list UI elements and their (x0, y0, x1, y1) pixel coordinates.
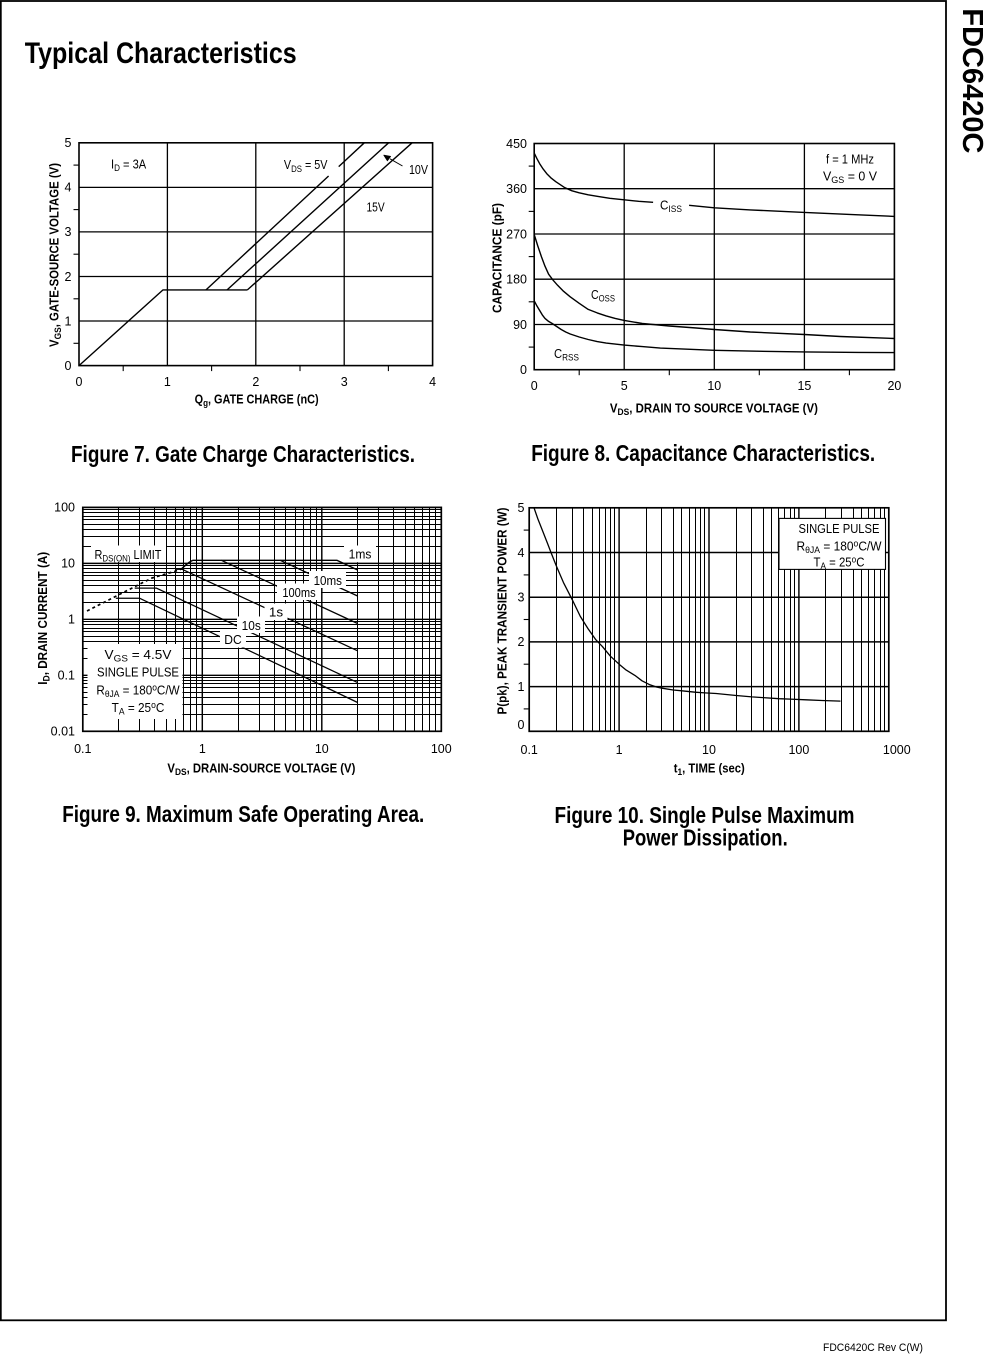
svg-text:1ms: 1ms (349, 547, 372, 562)
svg-text:f = 1 MHz: f = 1 MHz (826, 152, 874, 167)
svg-text:5: 5 (65, 136, 72, 150)
svg-text:CAPACITANCE (pF): CAPACITANCE (pF) (491, 203, 505, 313)
svg-text:SINGLE PULSE: SINGLE PULSE (799, 521, 880, 536)
svg-text:FDC6420C: FDC6420C (956, 8, 986, 153)
svg-text:4: 4 (65, 181, 72, 195)
svg-text:1: 1 (616, 743, 623, 757)
svg-text:2: 2 (518, 635, 525, 649)
svg-text:1000: 1000 (883, 743, 911, 757)
svg-text:2: 2 (65, 270, 72, 284)
svg-text:t1, TIME (sec): t1, TIME (sec) (674, 761, 745, 777)
svg-text:20: 20 (887, 379, 901, 393)
svg-text:0.1: 0.1 (521, 743, 538, 757)
svg-text:0.1: 0.1 (74, 742, 91, 756)
svg-text:15V: 15V (367, 200, 386, 215)
svg-text:RθJA = 180oC/W: RθJA = 180oC/W (797, 539, 883, 556)
svg-text:1: 1 (65, 314, 72, 328)
svg-text:VGS = 0 V: VGS = 0 V (823, 169, 877, 186)
svg-text:5: 5 (518, 501, 525, 515)
svg-text:VDS = 5V: VDS = 5V (284, 157, 328, 174)
svg-text:3: 3 (65, 225, 72, 239)
svg-text:SINGLE PULSE: SINGLE PULSE (97, 665, 179, 680)
svg-text:Figure 7. Gate Charge Characte: Figure 7. Gate Charge Characteristics. (71, 441, 415, 467)
svg-text:ID, DRAIN CURRENT (A): ID, DRAIN CURRENT (A) (36, 552, 52, 685)
svg-text:Qg, GATE CHARGE (nC): Qg, GATE CHARGE (nC) (195, 392, 319, 408)
svg-text:VDS, DRAIN-SOURCE VOLTAGE (V): VDS, DRAIN-SOURCE VOLTAGE (V) (167, 761, 355, 777)
svg-text:0: 0 (518, 718, 525, 732)
svg-text:10V: 10V (409, 162, 428, 177)
svg-text:2: 2 (252, 375, 259, 389)
svg-text:1: 1 (199, 742, 206, 756)
svg-text:DC: DC (224, 632, 241, 647)
svg-text:Figure 9. Maximum Safe Operati: Figure 9. Maximum Safe Operating Area. (62, 801, 424, 827)
svg-text:Figure 10. Single Pulse Maximu: Figure 10. Single Pulse Maximum (555, 802, 855, 828)
svg-text:VDS, DRAIN TO SOURCE VOLTAGE (: VDS, DRAIN TO SOURCE VOLTAGE (V) (610, 402, 818, 418)
svg-text:1s: 1s (269, 605, 283, 620)
svg-text:Power Dissipation.: Power Dissipation. (623, 825, 788, 851)
svg-text:90: 90 (513, 318, 527, 332)
svg-text:360: 360 (506, 182, 527, 196)
svg-text:10: 10 (707, 379, 721, 393)
svg-text:0: 0 (65, 359, 72, 373)
svg-text:0: 0 (520, 363, 527, 377)
svg-text:100: 100 (54, 501, 75, 515)
svg-text:5: 5 (621, 379, 628, 393)
svg-text:0.1: 0.1 (58, 669, 75, 683)
svg-text:Figure 8. Capacitance Characte: Figure 8. Capacitance Characteristics. (531, 440, 875, 466)
svg-text:3: 3 (341, 375, 348, 389)
svg-text:VGS, GATE-SOURCE VOLTAGE (V): VGS, GATE-SOURCE VOLTAGE (V) (48, 163, 64, 347)
svg-text:180: 180 (506, 273, 527, 287)
svg-text:P(pk), PEAK TRANSIENT POWER (W: P(pk), PEAK TRANSIENT POWER (W) (495, 508, 509, 715)
svg-text:450: 450 (506, 137, 527, 151)
svg-text:1: 1 (68, 613, 75, 627)
svg-text:FDC6420C Rev C(W): FDC6420C Rev C(W) (823, 1342, 923, 1354)
svg-text:10: 10 (702, 743, 716, 757)
svg-text:100ms: 100ms (282, 585, 315, 600)
svg-text:270: 270 (506, 227, 527, 241)
svg-text:4: 4 (518, 546, 525, 560)
svg-text:10ms: 10ms (314, 573, 342, 588)
svg-text:10s: 10s (242, 618, 261, 633)
svg-text:4: 4 (429, 375, 436, 389)
svg-text:3: 3 (518, 591, 525, 605)
svg-text:Typical Characteristics: Typical Characteristics (25, 37, 297, 70)
svg-text:10: 10 (61, 557, 75, 571)
svg-text:100: 100 (788, 743, 809, 757)
svg-text:1: 1 (518, 680, 525, 694)
svg-text:0: 0 (531, 379, 538, 393)
svg-text:100: 100 (431, 742, 452, 756)
svg-text:1: 1 (164, 375, 171, 389)
svg-text:0.01: 0.01 (51, 725, 75, 739)
svg-text:15: 15 (797, 379, 811, 393)
svg-text:10: 10 (315, 742, 329, 756)
svg-text:ID = 3A: ID = 3A (111, 157, 147, 174)
svg-text:0: 0 (76, 375, 83, 389)
